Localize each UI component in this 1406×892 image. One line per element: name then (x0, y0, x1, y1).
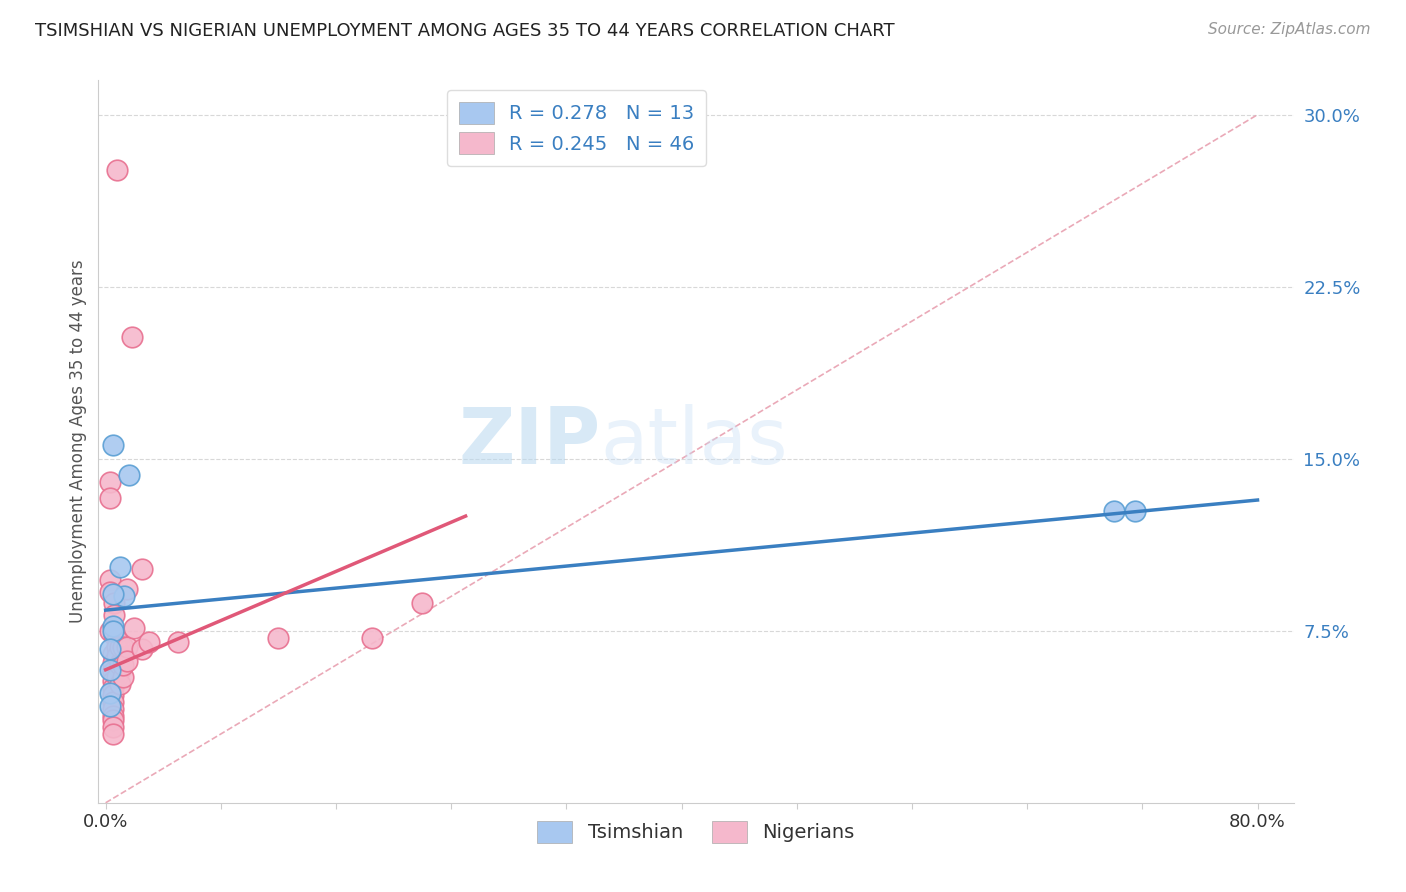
Point (101, 619, 124, 633)
Point (131, 562, 153, 576)
Point (101, 674, 124, 689)
Point (361, 631, 384, 645)
Point (105, 648, 128, 663)
Point (101, 695, 124, 709)
Point (101, 665, 124, 679)
Point (108, 559, 131, 574)
Y-axis label: Unemployment Among Ages 35 to 44 years: Unemployment Among Ages 35 to 44 years (69, 260, 87, 624)
Legend: Tsimshian, Nigerians: Tsimshian, Nigerians (529, 813, 863, 851)
Point (105, 640, 128, 654)
Point (138, 635, 160, 649)
Point (118, 467, 141, 482)
Point (101, 720, 124, 734)
Point (98, 475, 121, 489)
Point (98, 699, 121, 714)
Point (124, 622, 146, 636)
Point (121, 330, 143, 344)
Point (411, 596, 433, 610)
Point (108, 676, 131, 690)
Point (101, 624, 124, 638)
Text: Source: ZipAtlas.com: Source: ZipAtlas.com (1208, 22, 1371, 37)
Point (105, 670, 128, 684)
Point (103, 628, 125, 642)
Point (103, 596, 125, 610)
Point (98, 642, 121, 657)
Point (105, 632, 128, 647)
Point (101, 713, 124, 727)
Point (101, 681, 124, 695)
Point (101, 727, 124, 741)
Point (98, 491, 121, 505)
Point (108, 656, 131, 670)
Point (105, 162, 128, 177)
Point (101, 702, 124, 716)
Point (131, 642, 153, 657)
Point (101, 647, 124, 661)
Point (101, 708, 124, 723)
Point (101, 688, 124, 702)
Point (267, 631, 290, 645)
Point (112, 590, 135, 604)
Point (1123, 504, 1146, 518)
Point (105, 640, 128, 654)
Point (108, 663, 131, 677)
Point (98, 686, 121, 700)
Point (98, 574, 121, 588)
Point (108, 658, 131, 673)
Point (103, 607, 125, 622)
Point (1102, 504, 1125, 518)
Point (166, 635, 188, 649)
Point (115, 640, 138, 654)
Point (98, 624, 121, 638)
Point (115, 582, 138, 597)
Point (111, 670, 134, 684)
Point (98, 584, 121, 599)
Text: atlas: atlas (600, 403, 787, 480)
Point (101, 656, 124, 670)
Point (101, 438, 124, 452)
Text: ZIP: ZIP (458, 403, 600, 480)
Point (115, 654, 138, 668)
Point (98, 663, 121, 677)
Point (108, 640, 131, 654)
Text: TSIMSHIAN VS NIGERIAN UNEMPLOYMENT AMONG AGES 35 TO 44 YEARS CORRELATION CHART: TSIMSHIAN VS NIGERIAN UNEMPLOYMENT AMONG… (35, 22, 894, 40)
Point (111, 640, 134, 654)
Point (111, 658, 134, 673)
Point (101, 587, 124, 601)
